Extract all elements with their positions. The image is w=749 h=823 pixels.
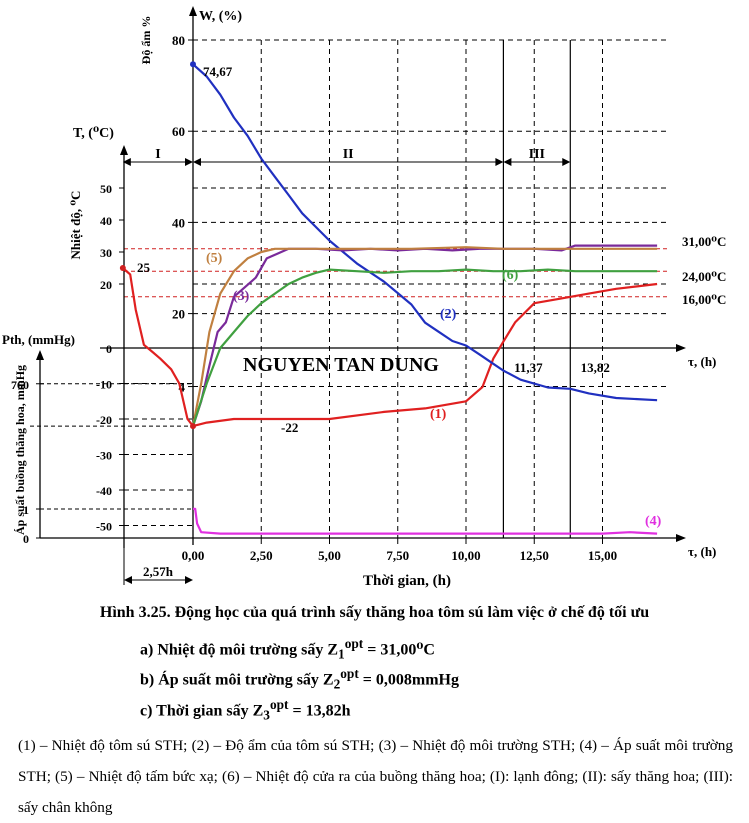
p-tick-label: 1 xyxy=(23,503,29,517)
p-axis-title: Pth, (mmHg) xyxy=(2,332,75,347)
stage-bracket-arrow xyxy=(495,158,504,166)
reference-label: 31,00⁰C xyxy=(682,234,726,249)
stage-label: I xyxy=(155,147,160,162)
stage-bracket-arrow xyxy=(562,158,571,166)
stage-label: III xyxy=(529,147,545,162)
x-tick-label: 10,00 xyxy=(451,548,480,563)
condition-b: b) Áp suất môi trường sấy Z2opt = 0,008m… xyxy=(140,666,459,693)
series-label: (3) xyxy=(233,289,250,304)
stage-boundary-label: 11,37 xyxy=(514,360,543,375)
w-tick-label: 40 xyxy=(172,215,185,230)
x-axis-arrow xyxy=(676,534,686,542)
x-tick-label: 12,50 xyxy=(520,548,549,563)
w-tick-label: 20 xyxy=(172,307,185,322)
w-tick-label: 4 xyxy=(179,380,186,395)
x-tick-label: 7,50 xyxy=(386,548,409,563)
condition-c-prefix: c) Thời gian sấy Z xyxy=(140,702,264,720)
p-axis-label: Áp suất buồng thăng hoa, mmHg xyxy=(13,365,27,535)
series-line xyxy=(122,267,658,428)
t-tick-label: -40 xyxy=(96,484,112,498)
stage-bracket-arrow xyxy=(193,158,201,166)
series-label: (6) xyxy=(502,268,519,283)
w-axis-arrow xyxy=(189,6,197,16)
p-tick-label: 760 xyxy=(11,378,29,392)
p-tick-label: 0 xyxy=(23,532,29,546)
watermark: NGUYEN TAN DUNG xyxy=(243,354,439,376)
condition-c: c) Thời gian sấy Z3opt = 13,82h xyxy=(140,697,350,724)
w-tick-label: 80 xyxy=(172,33,185,48)
reference-label: 24,00⁰C xyxy=(682,269,726,284)
series-label: (1) xyxy=(430,407,447,422)
offset-label: 2,57h xyxy=(143,564,174,579)
t-tick-label: -30 xyxy=(96,449,112,463)
t-tick-label: 30 xyxy=(100,246,112,260)
w-tick-label: 60 xyxy=(172,124,185,139)
condition-b-sub: 2 xyxy=(333,676,341,692)
tmin-annotation: -22 xyxy=(281,420,298,435)
x-axis-name: τ, (h) xyxy=(688,544,716,559)
x-tick-label: 2,50 xyxy=(250,548,273,563)
condition-a-sub: 1 xyxy=(338,646,345,662)
condition-a-sup: opt xyxy=(344,636,364,651)
condition-c-sub: 3 xyxy=(263,707,270,723)
x-tick-label: 5,00 xyxy=(318,548,341,563)
legend-notes: (1) – Nhiệt độ tôm sú STH; (2) – Độ ẩm c… xyxy=(18,737,733,816)
series-line xyxy=(191,246,658,427)
stage-bracket-arrow xyxy=(122,158,131,166)
t-tick-label: -50 xyxy=(96,520,112,534)
reference-label: 16,00⁰C xyxy=(682,292,726,307)
t-axis-arrow xyxy=(120,145,128,155)
stage-label: II xyxy=(343,147,354,162)
condition-b-sup: opt xyxy=(340,666,359,681)
series-label: (4) xyxy=(645,514,662,529)
x-tick-label: 15,00 xyxy=(588,548,617,563)
condition-b-prefix: b) Áp suất môi trường sấy Z xyxy=(140,671,334,689)
w-axis-label: Độ ẩm % xyxy=(139,16,153,65)
condition-a-prefix: a) Nhiệt độ môi trường sấy Z xyxy=(140,641,339,659)
t-tick-label: 20 xyxy=(100,278,112,292)
x-axis-label: Thời gian, (h) xyxy=(363,573,451,589)
drying-kinetics-chart: 4 20 40 60 80 W, (%) Độ ẩm % -50 -40 -30 -20 -10 0 20… xyxy=(2,6,726,589)
t-tick-label: 50 xyxy=(100,182,112,196)
w0-marker xyxy=(190,61,196,68)
tstart-annotation: 25 xyxy=(137,260,151,275)
offset-bracket-arrow xyxy=(124,576,132,584)
condition-a-value: = 31,00⁰C xyxy=(363,641,435,659)
condition-b-value: = 0,008mmHg xyxy=(358,671,459,689)
series-label: (5) xyxy=(206,251,223,266)
stage-bracket-arrow xyxy=(503,158,512,166)
tmin-marker xyxy=(190,423,196,430)
w-axis-title: W, (%) xyxy=(199,9,242,24)
t-tick-label: 0 xyxy=(106,342,112,356)
x-mid-axis-name: τ, (h) xyxy=(688,354,716,369)
t-tick-label: -20 xyxy=(96,413,112,427)
p-axis-arrow xyxy=(36,350,44,360)
t-axis-title: T, (⁰C) xyxy=(73,126,114,141)
t-axis-label: Nhiệt độ, ⁰C xyxy=(68,191,83,260)
x-tick-label: 0,00 xyxy=(182,548,205,563)
figure-title: Hình 3.25. Động học của quá trình sấy th… xyxy=(99,604,650,621)
w0-annotation: 74,67 xyxy=(203,64,233,79)
series-line xyxy=(193,507,658,535)
zero-axis-arrow xyxy=(676,344,686,352)
t-tick-label: -10 xyxy=(96,378,112,392)
stage-boundary-label: 13,82 xyxy=(581,360,610,375)
tstart-marker xyxy=(119,265,126,271)
stage-bracket-arrow xyxy=(185,158,193,166)
series-label: (2) xyxy=(440,307,457,322)
condition-c-value: = 13,82h xyxy=(288,702,351,720)
series-line xyxy=(191,268,658,427)
series-line xyxy=(191,244,658,427)
series-line xyxy=(192,63,658,402)
t-tick-label: 40 xyxy=(100,214,112,228)
condition-c-sup: opt xyxy=(269,697,289,712)
offset-bracket-arrow xyxy=(185,576,193,584)
condition-a: a) Nhiệt độ môi trường sấy Z1opt = 31,00… xyxy=(140,636,435,663)
